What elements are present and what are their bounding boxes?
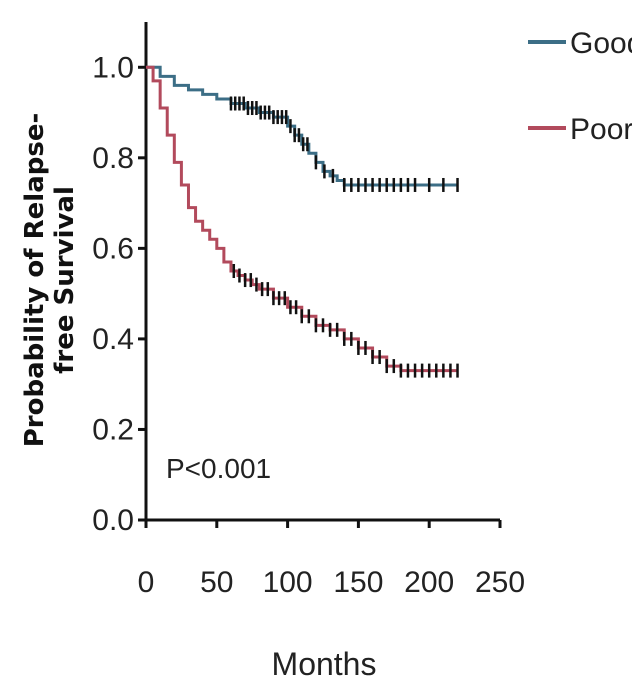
x-ticks: 0 50 100 150 200 250 (138, 520, 525, 599)
y-tick-label: 0.6 (92, 232, 134, 265)
x-tick-label: 0 (138, 566, 155, 599)
x-tick-label: 200 (404, 566, 454, 599)
legend-label-poor: Poor (570, 113, 632, 146)
x-axis-title: Months (272, 646, 377, 682)
y-tick-label: 1.0 (92, 51, 134, 84)
y-axis-title-line2: free Survival (50, 186, 80, 374)
legend: Good Poor (528, 27, 632, 146)
series-group (146, 65, 459, 378)
x-tick-label: 250 (475, 566, 525, 599)
y-axis-title-line1: Probability of Relapse- (20, 113, 50, 448)
y-ticks: 0.0 0.2 0.4 0.6 0.8 1.0 (92, 51, 146, 537)
x-tick-label: 150 (333, 566, 383, 599)
legend-label-good: Good (570, 27, 632, 60)
y-tick-label: 0.4 (92, 323, 134, 356)
y-tick-label: 0.0 (92, 504, 134, 537)
x-tick-label: 100 (263, 566, 313, 599)
series-line-poor (146, 65, 458, 373)
series-line-good (146, 65, 458, 187)
p-value-annotation: P<0.001 (166, 453, 271, 484)
y-tick-label: 0.2 (92, 413, 134, 446)
y-tick-label: 0.8 (92, 142, 134, 175)
x-tick-label: 50 (200, 566, 233, 599)
